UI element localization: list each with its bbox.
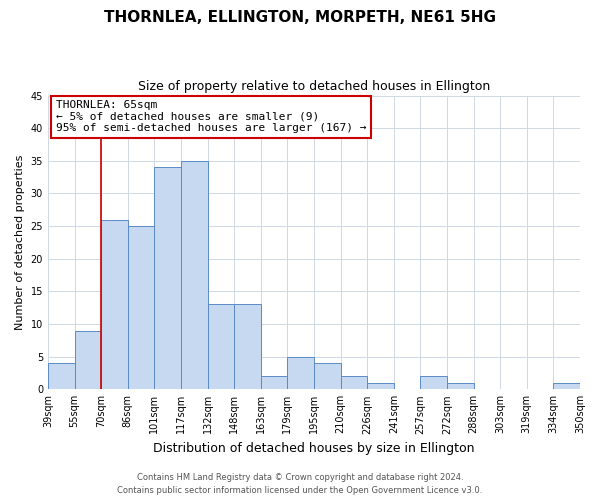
Bar <box>287 356 314 390</box>
Bar <box>181 161 208 390</box>
Bar <box>234 304 261 390</box>
Title: Size of property relative to detached houses in Ellington: Size of property relative to detached ho… <box>138 80 490 93</box>
Bar <box>341 376 367 390</box>
Y-axis label: Number of detached properties: Number of detached properties <box>15 154 25 330</box>
Bar <box>101 220 128 390</box>
Bar <box>367 383 394 390</box>
Bar <box>314 363 341 390</box>
Text: THORNLEA: 65sqm
← 5% of detached houses are smaller (9)
95% of semi-detached hou: THORNLEA: 65sqm ← 5% of detached houses … <box>56 100 367 133</box>
Bar <box>154 168 181 390</box>
Bar <box>48 363 74 390</box>
Bar <box>208 304 234 390</box>
Bar <box>128 226 154 390</box>
Text: THORNLEA, ELLINGTON, MORPETH, NE61 5HG: THORNLEA, ELLINGTON, MORPETH, NE61 5HG <box>104 10 496 25</box>
Bar <box>421 376 447 390</box>
Bar <box>447 383 473 390</box>
Bar <box>553 383 580 390</box>
Bar <box>74 330 101 390</box>
Bar <box>261 376 287 390</box>
X-axis label: Distribution of detached houses by size in Ellington: Distribution of detached houses by size … <box>153 442 475 455</box>
Text: Contains HM Land Registry data © Crown copyright and database right 2024.
Contai: Contains HM Land Registry data © Crown c… <box>118 474 482 495</box>
